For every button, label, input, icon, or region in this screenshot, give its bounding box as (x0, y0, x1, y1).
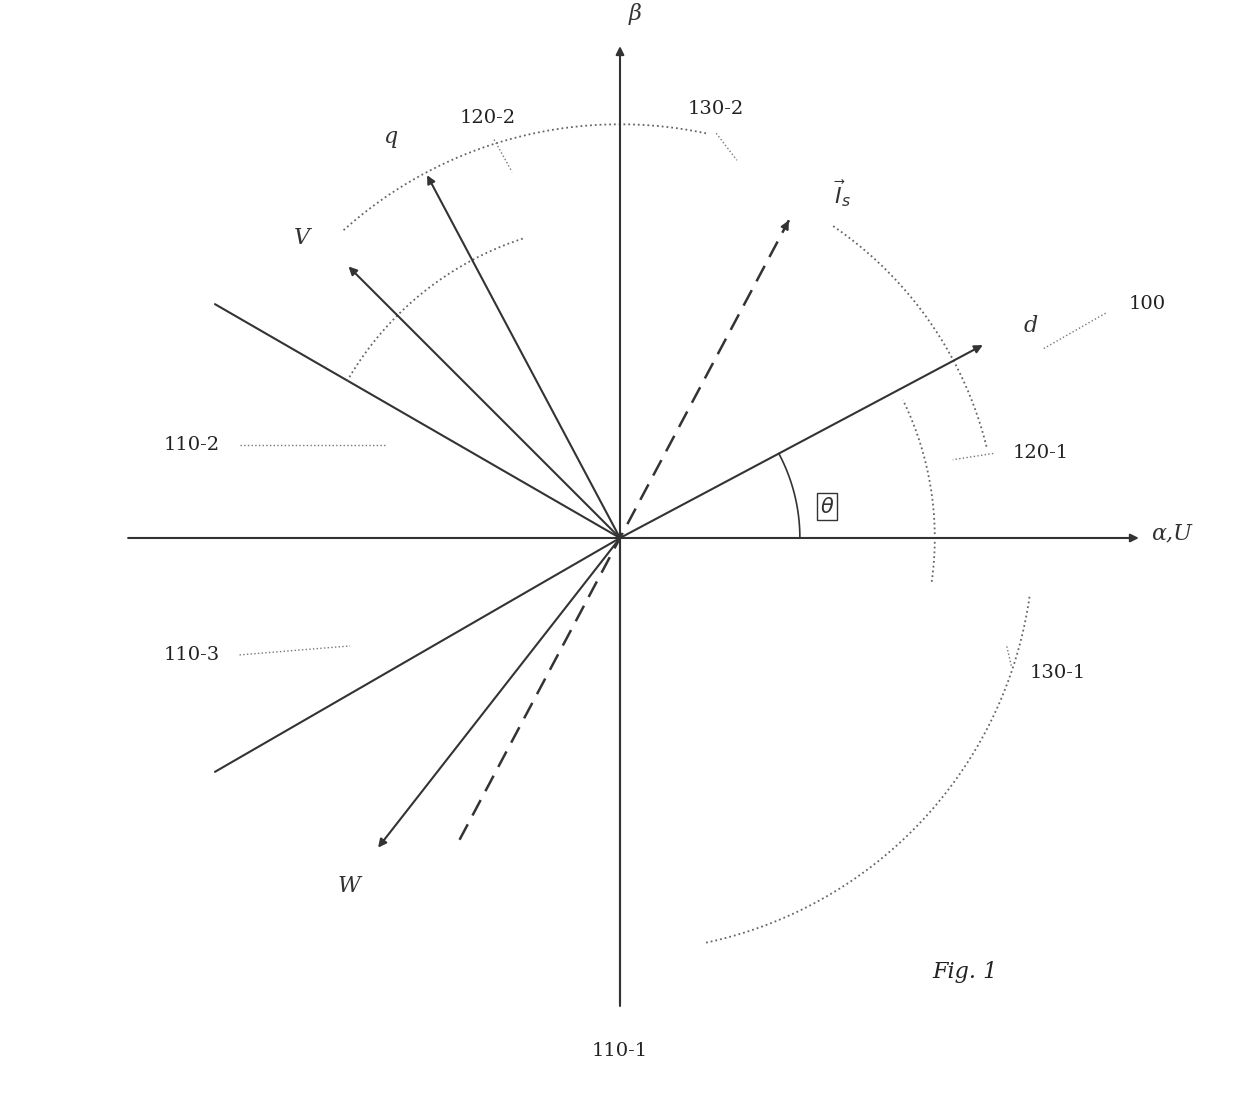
Text: 130-1: 130-1 (1029, 664, 1085, 682)
Text: 100: 100 (1128, 295, 1166, 313)
Text: 120-2: 120-2 (460, 109, 516, 127)
Text: $\theta$: $\theta$ (820, 497, 835, 517)
Text: 130-2: 130-2 (688, 100, 744, 118)
Text: W: W (339, 874, 361, 897)
Text: 110-2: 110-2 (164, 437, 219, 454)
Text: β: β (629, 3, 642, 25)
Text: $\vec{I}_s$: $\vec{I}_s$ (833, 178, 851, 208)
Text: Fig. 1: Fig. 1 (932, 961, 998, 983)
Text: V: V (294, 227, 310, 249)
Text: d: d (1023, 315, 1038, 337)
Text: 110-1: 110-1 (591, 1042, 649, 1060)
Text: q: q (383, 126, 397, 148)
Text: α,U: α,U (1151, 522, 1192, 544)
Text: 120-1: 120-1 (1013, 444, 1069, 463)
Text: 110-3: 110-3 (164, 646, 219, 664)
